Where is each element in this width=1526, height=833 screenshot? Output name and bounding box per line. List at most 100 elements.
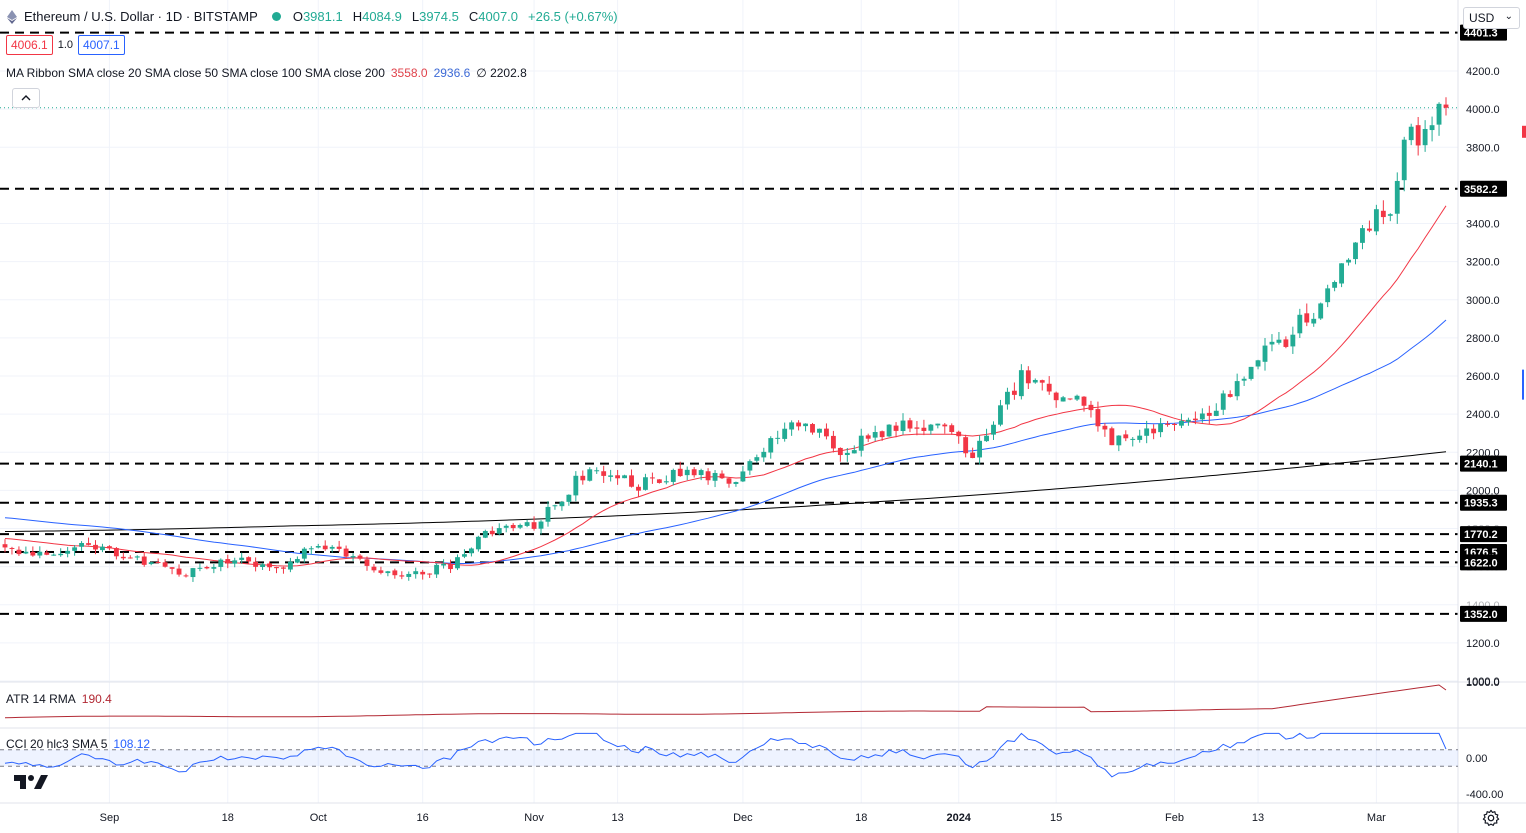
candle-body[interactable] [1018, 370, 1024, 397]
candle-body[interactable] [148, 562, 154, 565]
candle-body[interactable] [385, 571, 391, 574]
candle-body[interactable] [615, 475, 621, 479]
candle-body[interactable] [705, 471, 711, 481]
gear-icon[interactable] [1480, 807, 1502, 829]
candle-body[interactable] [531, 522, 537, 529]
candle-body[interactable] [113, 548, 119, 557]
candle-body[interactable] [1088, 404, 1094, 411]
candle-body[interactable] [872, 432, 878, 438]
candle-body[interactable] [719, 473, 725, 479]
candle-body[interactable] [622, 475, 627, 479]
candle-body[interactable] [336, 546, 342, 549]
candle-body[interactable] [44, 552, 50, 555]
candle-body[interactable] [204, 566, 210, 569]
level-price-badge[interactable] [1460, 455, 1507, 472]
candle-body[interactable] [1325, 288, 1331, 303]
candle-body[interactable] [803, 423, 808, 427]
candle-body[interactable] [559, 501, 565, 507]
candle-body[interactable] [86, 543, 91, 545]
candle-body[interactable] [1429, 125, 1435, 131]
candle-body[interactable] [879, 431, 885, 438]
candle-body[interactable] [1248, 366, 1254, 379]
candle-body[interactable] [1346, 259, 1351, 263]
candle-body[interactable] [601, 471, 607, 476]
candle-body[interactable] [1130, 438, 1136, 440]
candle-body[interactable] [1311, 318, 1317, 324]
ma-ribbon-legend[interactable]: MA Ribbon SMA close 20 SMA close 50 SMA … [6, 66, 527, 80]
candle-body[interactable] [308, 548, 314, 550]
candle-body[interactable] [629, 475, 634, 487]
candle-body[interactable] [287, 561, 293, 570]
candle-body[interactable] [1192, 418, 1198, 421]
candle-body[interactable] [1095, 409, 1101, 427]
candle-body[interactable] [455, 557, 460, 569]
candle-body[interactable] [768, 438, 774, 453]
candle-body[interactable] [754, 457, 760, 461]
candle-body[interactable] [482, 530, 488, 538]
candle-body[interactable] [1415, 125, 1421, 146]
candle-body[interactable] [79, 542, 84, 547]
candle-body[interactable] [225, 559, 231, 564]
candle-body[interactable] [573, 475, 579, 496]
candle-body[interactable] [1206, 412, 1212, 416]
candle-body[interactable] [566, 494, 572, 502]
candle-body[interactable] [636, 486, 641, 491]
candle-body[interactable] [1109, 428, 1115, 446]
candle-body[interactable] [656, 479, 662, 483]
cci-legend[interactable]: CCI 20 hlc3 SMA 5 108.12 [6, 737, 150, 751]
level-price-badge[interactable] [1460, 180, 1507, 197]
candle-body[interactable] [343, 548, 349, 557]
candle-body[interactable] [907, 420, 913, 429]
candle-body[interactable] [65, 550, 71, 554]
atr-legend[interactable]: ATR 14 RMA 190.4 [6, 692, 112, 706]
candle-body[interactable] [733, 482, 739, 484]
candle-body[interactable] [740, 471, 746, 482]
candle-body[interactable] [824, 428, 829, 437]
candle-body[interactable] [1276, 339, 1282, 343]
candle-body[interactable] [545, 506, 551, 522]
candle-body[interactable] [350, 556, 356, 558]
candle-body[interactable] [2, 544, 8, 548]
candle-body[interactable] [942, 424, 948, 427]
currency-selector[interactable]: USD ⌄ [1463, 7, 1520, 29]
candle-body[interactable] [1172, 423, 1177, 425]
candle-body[interactable] [232, 560, 238, 564]
candle-body[interactable] [371, 566, 377, 571]
candle-body[interactable] [810, 424, 815, 433]
candle-body[interactable] [991, 424, 996, 435]
candle-body[interactable] [594, 470, 600, 472]
candle-body[interactable] [239, 557, 245, 560]
candle-body[interactable] [851, 450, 857, 454]
candle-body[interactable] [218, 559, 224, 567]
candle-body[interactable] [267, 563, 272, 568]
candle-body[interactable] [1151, 428, 1157, 434]
candle-body[interactable] [392, 570, 398, 576]
candle-body[interactable] [1241, 378, 1247, 381]
candle-body[interactable] [761, 451, 767, 458]
candle-body[interactable] [1067, 398, 1073, 400]
candle-body[interactable] [928, 424, 934, 431]
candle-body[interactable] [517, 524, 523, 528]
candle-body[interactable] [1367, 228, 1372, 231]
candle-body[interactable] [1025, 370, 1031, 384]
level-price-badge[interactable] [1460, 605, 1507, 622]
level-price-badge[interactable] [1460, 494, 1507, 511]
candle-body[interactable] [357, 555, 363, 559]
candle-body[interactable] [524, 522, 530, 526]
candle-body[interactable] [949, 425, 955, 432]
candle-body[interactable] [246, 557, 252, 562]
level-price-badge[interactable] [1460, 526, 1507, 543]
candle-body[interactable] [301, 548, 307, 559]
candle-body[interactable] [16, 549, 22, 555]
buy-price-button[interactable]: 4007.1 [78, 35, 125, 55]
candle-body[interactable] [956, 431, 962, 437]
candle-body[interactable] [169, 567, 175, 569]
candle-body[interactable] [998, 405, 1003, 425]
candle-body[interactable] [1443, 104, 1449, 108]
candle-body[interactable] [886, 424, 892, 437]
candle-body[interactable] [552, 505, 558, 507]
candle-body[interactable] [1283, 339, 1289, 347]
candle-body[interactable] [315, 546, 321, 548]
candle-body[interactable] [1144, 428, 1150, 436]
candle-body[interactable] [378, 570, 384, 573]
